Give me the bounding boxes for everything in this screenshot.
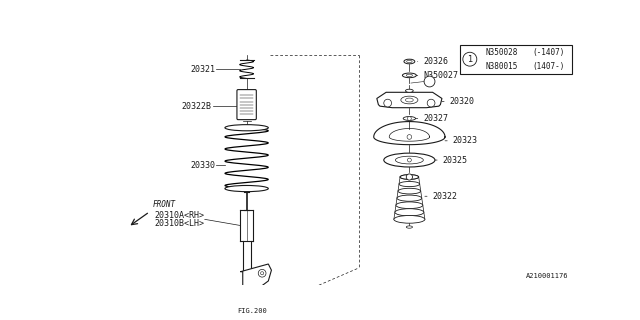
Text: (-1407): (-1407) (532, 48, 564, 57)
Circle shape (428, 99, 435, 107)
Ellipse shape (396, 156, 423, 164)
Text: 20310B<LH>: 20310B<LH> (154, 219, 204, 228)
Text: 20321: 20321 (191, 65, 216, 74)
Text: 20310A<RH>: 20310A<RH> (154, 211, 204, 220)
Circle shape (408, 116, 412, 120)
Text: 20320: 20320 (442, 97, 475, 106)
Ellipse shape (225, 186, 268, 192)
Ellipse shape (406, 226, 412, 228)
Text: 1: 1 (428, 78, 432, 84)
Ellipse shape (406, 74, 412, 76)
FancyBboxPatch shape (237, 90, 256, 120)
Ellipse shape (406, 89, 413, 92)
Ellipse shape (401, 96, 418, 104)
Ellipse shape (406, 60, 412, 63)
Circle shape (249, 302, 252, 306)
Text: N350028: N350028 (485, 48, 518, 57)
Text: N350027: N350027 (417, 71, 458, 80)
Ellipse shape (400, 175, 419, 179)
Circle shape (260, 272, 264, 275)
Text: A210001176: A210001176 (525, 273, 568, 279)
Polygon shape (377, 92, 442, 108)
Ellipse shape (384, 153, 435, 167)
Ellipse shape (403, 73, 417, 78)
Ellipse shape (395, 209, 424, 216)
Circle shape (384, 99, 392, 107)
Ellipse shape (396, 202, 423, 209)
Text: 20327: 20327 (415, 114, 449, 123)
Circle shape (249, 293, 252, 296)
Circle shape (408, 158, 412, 162)
Polygon shape (241, 264, 271, 302)
Ellipse shape (403, 116, 415, 120)
Ellipse shape (398, 188, 420, 194)
Ellipse shape (225, 124, 268, 131)
Bar (460, 44, 572, 74)
Circle shape (463, 52, 477, 66)
Circle shape (407, 135, 412, 139)
Ellipse shape (406, 98, 413, 102)
Text: (1407-): (1407-) (532, 62, 564, 71)
Circle shape (424, 76, 435, 87)
Ellipse shape (397, 195, 422, 201)
Circle shape (259, 269, 266, 277)
Text: 20323: 20323 (445, 136, 478, 145)
Text: FIG.200: FIG.200 (237, 308, 267, 314)
Ellipse shape (394, 215, 425, 223)
Text: FRONT: FRONT (153, 200, 176, 209)
Text: 20326: 20326 (417, 57, 449, 66)
Text: 20322: 20322 (425, 192, 458, 201)
Circle shape (246, 291, 254, 299)
Text: 20322B: 20322B (182, 102, 212, 111)
Circle shape (406, 174, 412, 180)
Text: 1: 1 (467, 55, 472, 64)
Text: N380015: N380015 (485, 62, 518, 71)
Text: 20325: 20325 (435, 156, 468, 164)
Ellipse shape (404, 59, 415, 64)
Ellipse shape (400, 175, 419, 179)
Ellipse shape (399, 181, 420, 187)
Circle shape (246, 300, 254, 308)
Text: 20330: 20330 (191, 161, 216, 170)
